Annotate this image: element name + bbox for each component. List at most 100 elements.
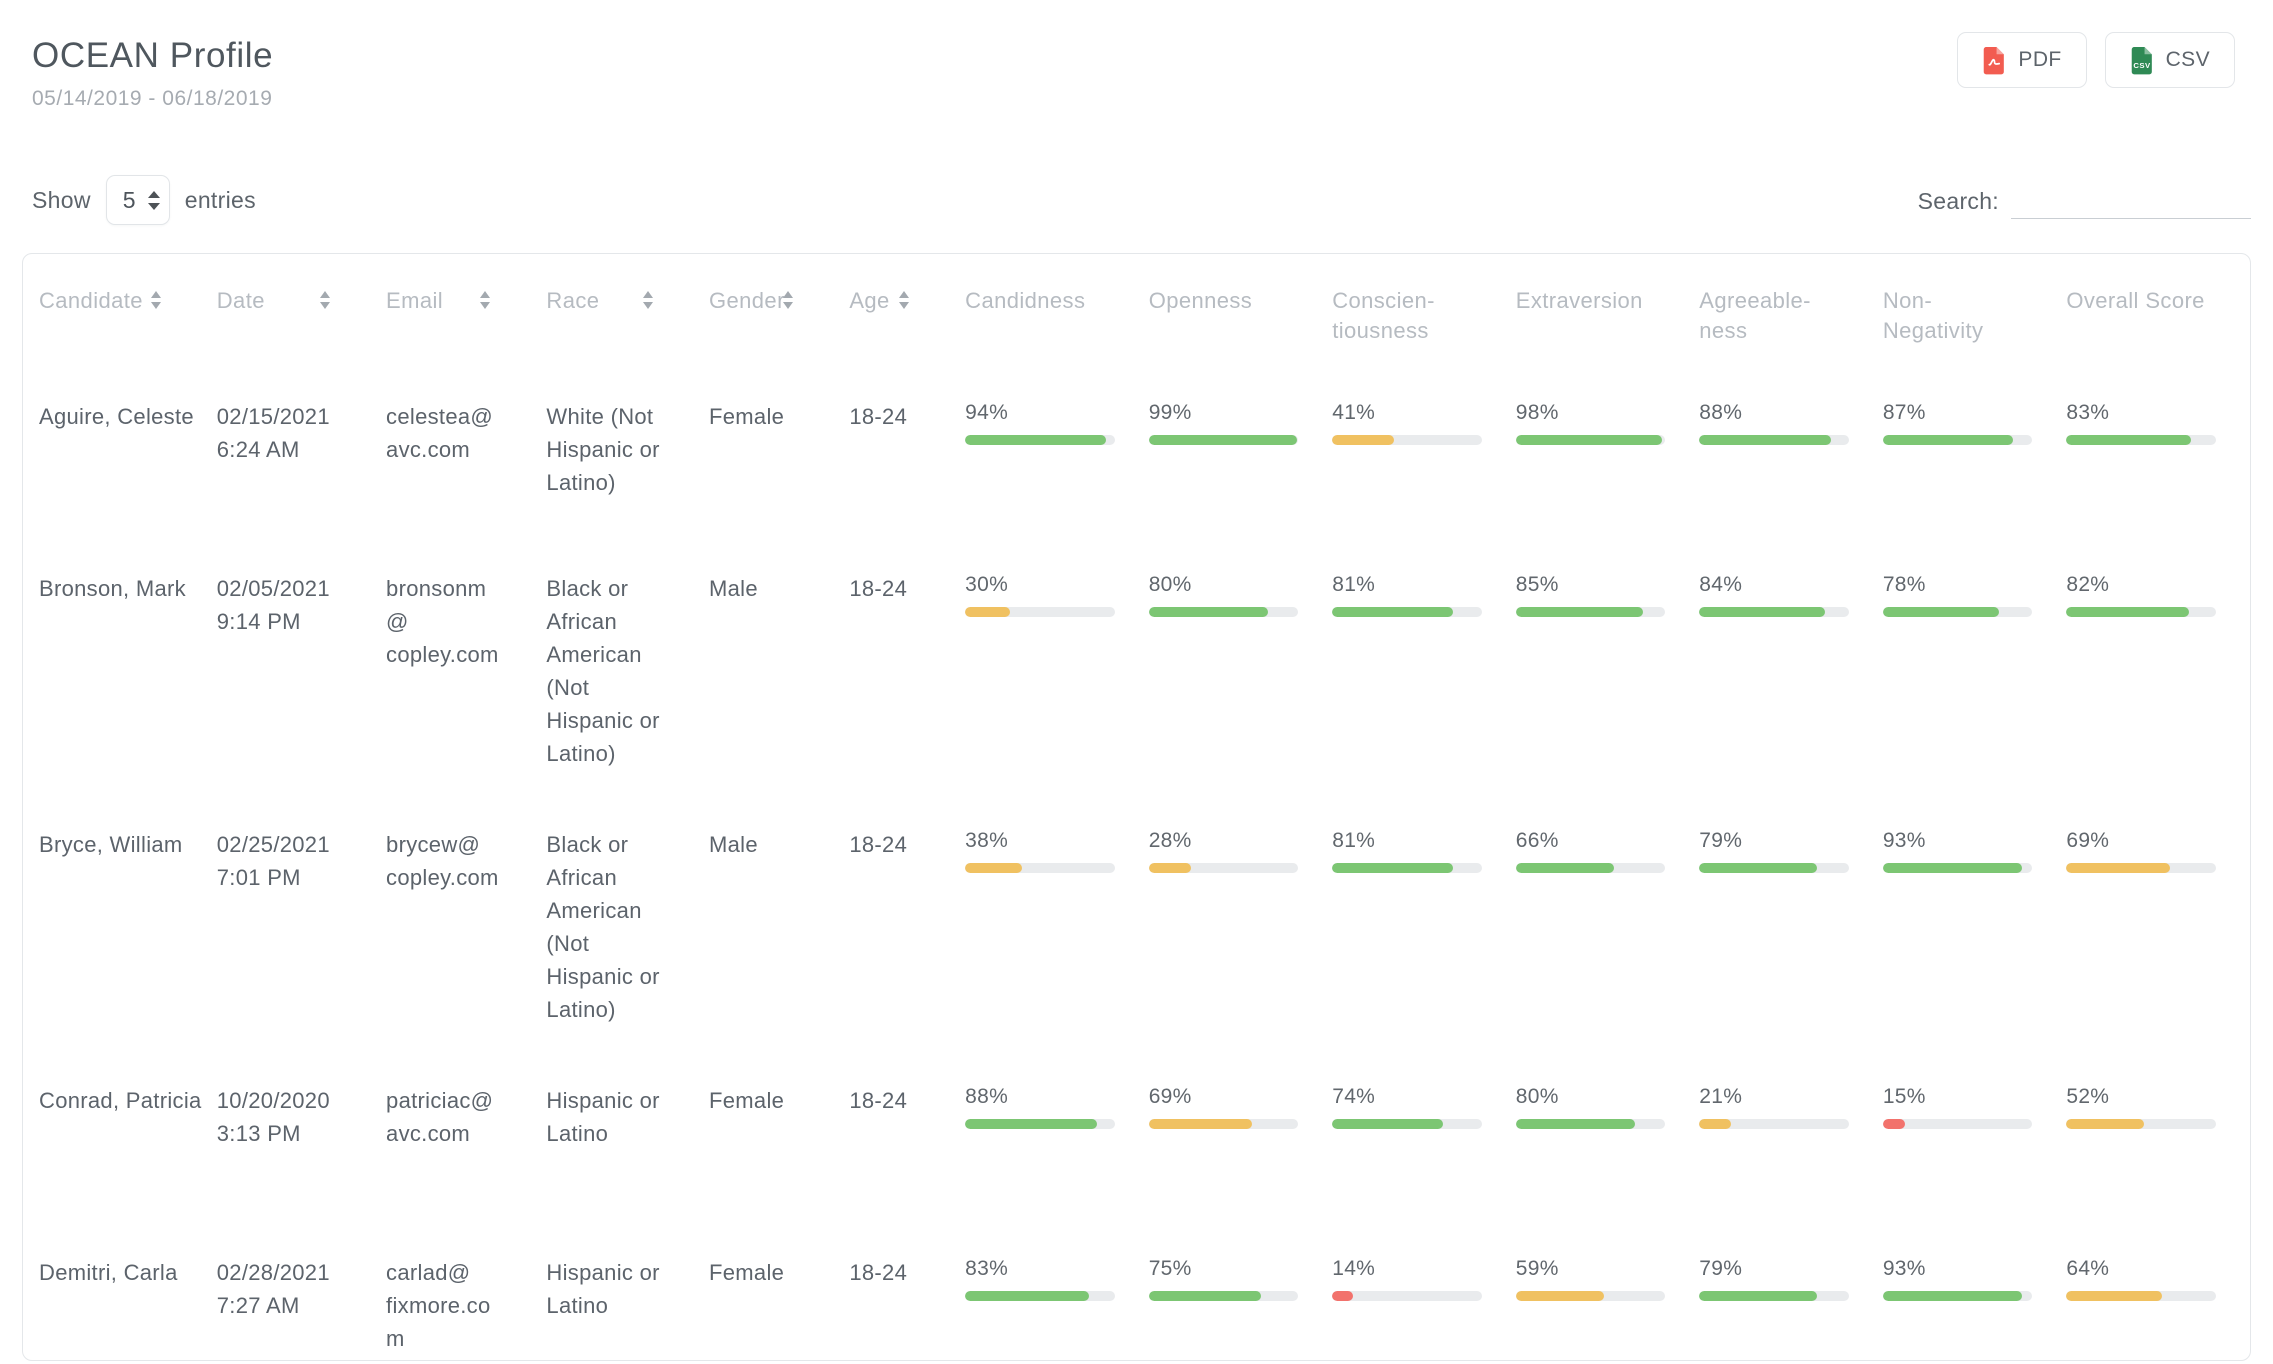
date-cell: 10/20/2020 3:13 PM: [216, 1088, 330, 1146]
race-cell: White (Not Hispanic or Latino): [546, 404, 660, 495]
score-bar-track: [1699, 607, 1849, 617]
report-header: OCEAN Profile 05/14/2019 - 06/18/2019 PD…: [22, 0, 2251, 111]
score-bar-track: [2066, 863, 2216, 873]
search-input[interactable]: [2011, 181, 2251, 219]
sort-arrows-icon[interactable]: [480, 291, 491, 309]
score-bar-track: [2066, 1291, 2216, 1301]
column-label-agreeableness: Agreeable- ness: [1699, 288, 1811, 343]
score-bar-track: [965, 1119, 1115, 1129]
csv-file-icon: CSV: [2130, 46, 2155, 75]
column-header-age[interactable]: Age: [849, 254, 965, 370]
entries-value: 5: [122, 186, 136, 213]
score-bar-fill: [1332, 435, 1394, 445]
column-label-conscientiousness: Conscien- tiousness: [1332, 288, 1435, 343]
pdf-export-button[interactable]: PDF: [1957, 32, 2087, 88]
score-bar-fill: [1332, 1291, 1354, 1301]
score-value: 82%: [2066, 573, 2110, 596]
svg-text:CSV: CSV: [2133, 60, 2151, 69]
age-cell: 18-24: [849, 832, 908, 857]
race-cell: Hispanic or Latino: [546, 1260, 660, 1318]
score-bar-track: [1515, 607, 1666, 617]
column-header-openness: Openness: [1149, 254, 1333, 370]
score-bar-track: [1882, 435, 2033, 445]
score-bar-fill: [1515, 863, 1615, 873]
race-cell: Hispanic or Latino: [546, 1088, 660, 1146]
score-bar-fill: [965, 863, 1022, 873]
score-value: 14%: [1332, 1257, 1376, 1280]
score-value: 79%: [1699, 1257, 1743, 1280]
column-header-gender[interactable]: Gender: [709, 254, 849, 370]
search-control: Search:: [1918, 181, 2251, 219]
score-bar-fill: [1148, 863, 1191, 873]
score-value: 83%: [965, 1257, 1009, 1280]
score-cell: 88%: [965, 1054, 1149, 1226]
column-header-email[interactable]: Email: [386, 254, 546, 370]
date-cell: 02/15/2021 6:24 AM: [216, 404, 330, 462]
score-value: 94%: [965, 401, 1009, 424]
score-value: 99%: [1148, 401, 1192, 424]
score-value: 59%: [1515, 1257, 1559, 1280]
score-value: 78%: [1882, 573, 1926, 596]
score-bar-fill: [2066, 1119, 2145, 1129]
score-cell: 38%: [965, 798, 1149, 1054]
score-bar-track: [1332, 863, 1482, 873]
column-label-date: Date: [216, 288, 265, 313]
csv-export-button[interactable]: CSV CSV: [2104, 32, 2235, 88]
table-row: Bryce, William 02/25/2021 7:01 PM brycew​@…: [23, 798, 2250, 1054]
column-header-conscientiousness: Conscien- tiousness: [1332, 254, 1516, 370]
score-bar-track: [1515, 863, 1666, 873]
column-label-race: Race: [546, 288, 600, 313]
score-bar-fill: [1148, 1291, 1261, 1301]
score-value: 38%: [965, 829, 1009, 852]
score-bar-track: [1699, 1291, 1849, 1301]
sort-arrows-icon[interactable]: [783, 291, 794, 309]
score-bar-fill: [1699, 607, 1825, 617]
candidate-cell: Aguire, Celeste: [39, 404, 194, 429]
score-value: 41%: [1332, 401, 1376, 424]
date-cell: 02/05/2021 9:14 PM: [216, 576, 330, 634]
entries-select[interactable]: 5: [105, 175, 170, 225]
score-bar-track: [1332, 1291, 1482, 1301]
sort-arrows-icon[interactable]: [320, 291, 331, 309]
sort-arrows-icon[interactable]: [643, 291, 654, 309]
score-value: 66%: [1515, 829, 1559, 852]
email-cell: brycew​@​copley.com: [386, 832, 499, 890]
score-bar-track: [1148, 863, 1299, 873]
column-header-date[interactable]: Date: [217, 254, 386, 370]
sort-arrows-icon[interactable]: [150, 291, 161, 309]
column-label-email: Email: [386, 288, 444, 313]
score-cell: 30%: [965, 542, 1149, 798]
column-header-race[interactable]: Race: [546, 254, 709, 370]
score-cell: 52%: [2066, 1054, 2250, 1226]
candidate-cell: Bryce, William: [39, 832, 183, 857]
show-label: Show: [32, 186, 91, 213]
email-cell: celestea​@​avc.com: [386, 404, 494, 462]
score-value: 28%: [1148, 829, 1192, 852]
column-header-agreeableness: Agreeable- ness: [1699, 254, 1883, 370]
title-block: OCEAN Profile 05/14/2019 - 06/18/2019: [32, 34, 1957, 111]
score-bar-track: [1515, 1291, 1666, 1301]
column-header-candidate[interactable]: Candidate: [23, 254, 217, 370]
score-bar-fill: [965, 607, 1011, 617]
score-bar-fill: [1699, 863, 1818, 873]
score-bar-fill: [1882, 863, 2022, 873]
score-bar-fill: [2066, 435, 2191, 445]
column-label-candidate: Candidate: [39, 288, 143, 313]
score-bar-fill: [1882, 435, 2013, 445]
score-cell: 93%: [1882, 798, 2067, 1054]
score-bar-track: [1699, 1119, 1849, 1129]
score-value: 64%: [2066, 1257, 2110, 1280]
score-cell: 78%: [1882, 542, 2067, 798]
score-value: 93%: [1882, 829, 1926, 852]
email-cell: bronsonm​@​copley.com: [386, 576, 499, 667]
score-bar-track: [2066, 607, 2216, 617]
score-bar-fill: [2066, 863, 2170, 873]
score-cell: 66%: [1515, 798, 1700, 1054]
score-cell: 81%: [1332, 798, 1516, 1054]
age-cell: 18-24: [849, 1088, 908, 1113]
pdf-file-icon: [1982, 46, 2007, 75]
score-cell: 15%: [1882, 1054, 2067, 1226]
sort-arrows-icon[interactable]: [899, 291, 910, 309]
score-bar-fill: [965, 1119, 1097, 1129]
entries-stepper-icon[interactable]: [147, 190, 160, 210]
